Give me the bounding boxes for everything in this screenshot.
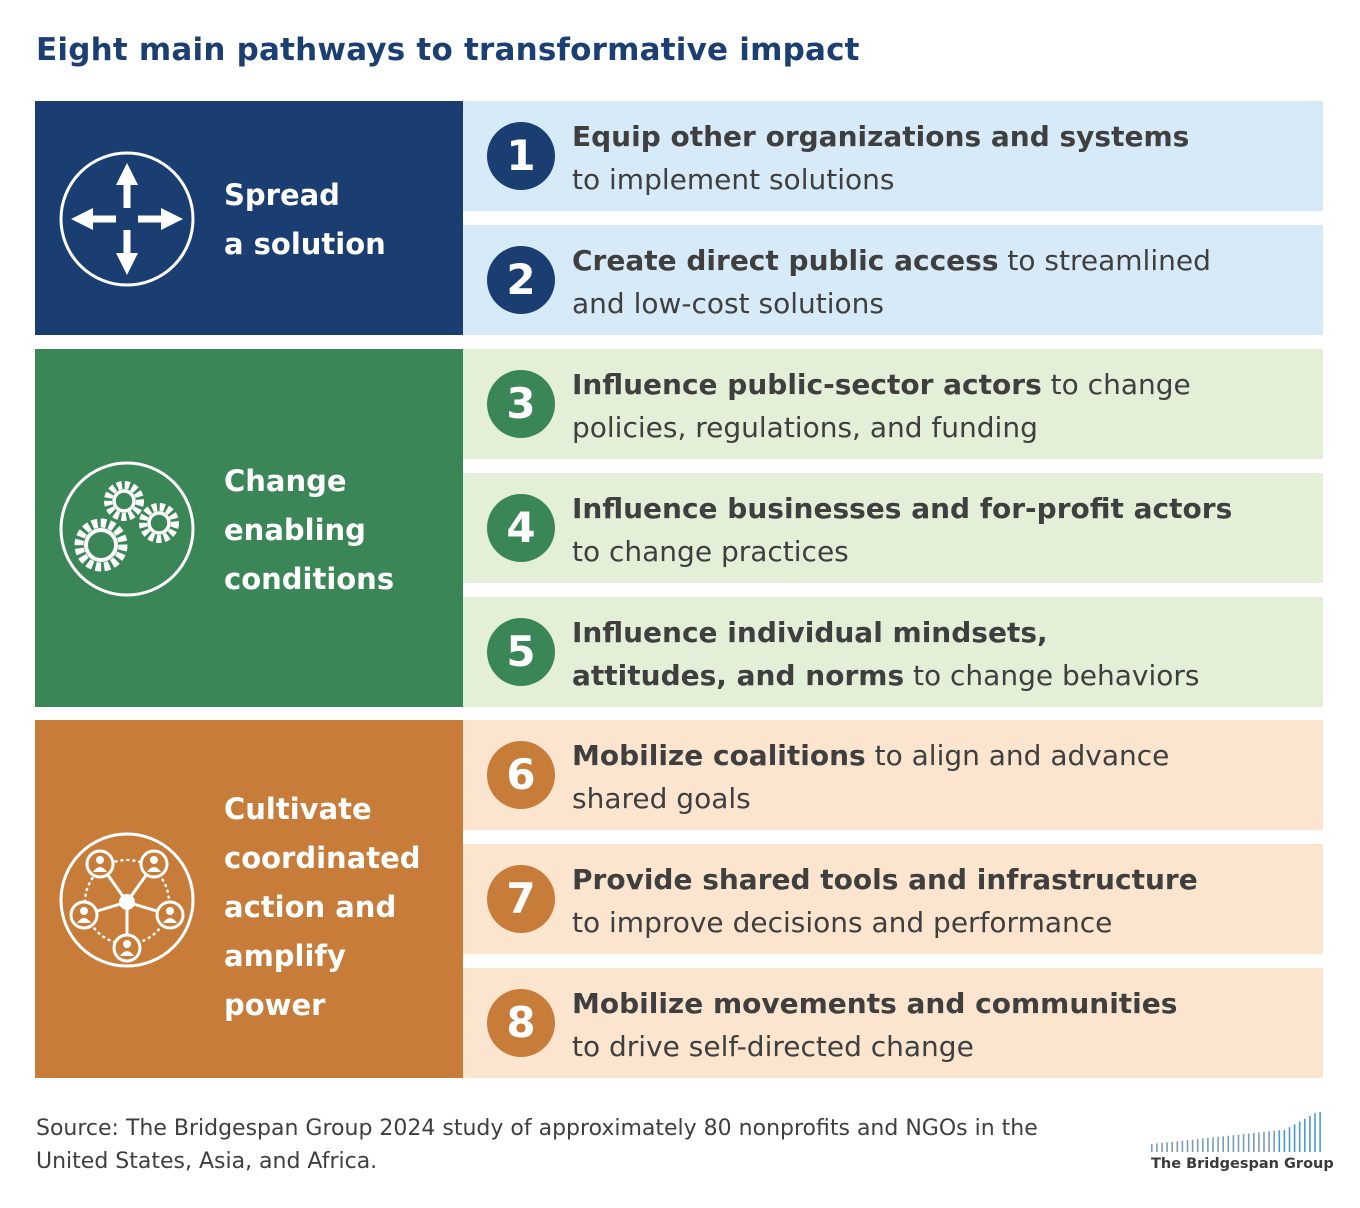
pathway-row-8: 8 Mobilize movements and communities to d… (463, 968, 1323, 1078)
category-panel: Cultivate coordinated action and amplify… (35, 720, 463, 1078)
pathway-row-4: 4 Influence businesses and for-profit ac… (463, 473, 1323, 583)
pathway-text: Mobilize movements and communities to dri… (572, 987, 1178, 1063)
group-change-enabling-conditions: Change enabling conditions 3 Influence p… (35, 349, 1323, 707)
pathway-text: Influence public-sector actors to change… (572, 368, 1191, 444)
pathway-number-badge: 5 (487, 618, 555, 686)
pathway-number-badge: 3 (487, 370, 555, 438)
pathway-text: Provide shared tools and infrastructure t… (572, 863, 1198, 939)
category-label: Spread a solution (224, 178, 386, 261)
pathway-row-3: 3 Influence public-sector actors to chan… (463, 349, 1323, 459)
pathway-number-badge: 4 (487, 494, 555, 562)
pathway-text: Mobilize coalitions to align and advance… (572, 739, 1170, 815)
pathway-number-badge: 2 (487, 246, 555, 314)
category-label: Cultivate coordinated action and amplify… (224, 792, 421, 1022)
category-panel: Spread a solution (35, 101, 463, 335)
pathway-number-badge: 7 (487, 865, 555, 933)
pathway-row-5: 5 Influence individual mindsets, attitud… (463, 597, 1323, 707)
gears-icon (59, 461, 195, 597)
pathway-row-7: 7 Provide shared tools and infrastructur… (463, 844, 1323, 954)
pathway-number-badge: 8 (487, 989, 555, 1057)
pathway-row-6: 6 Mobilize coalitions to align and advan… (463, 720, 1323, 830)
pathway-text: Create direct public access to streamlin… (572, 244, 1211, 320)
pathway-number-badge: 1 (487, 122, 555, 190)
logo-text: The Bridgespan Group (1151, 1156, 1334, 1172)
bridgespan-logo: The Bridgespan Group (1148, 1112, 1334, 1176)
pathway-row-2: 2 Create direct public access to streaml… (463, 225, 1323, 335)
category-label: Change enabling conditions (224, 464, 395, 596)
bar-graphic-logo (1151, 1112, 1321, 1152)
group-spread-a-solution: Spread a solution 1 Equip other organiza… (35, 101, 1323, 335)
pathway-row-1: 1 Equip other organizations and systems t… (463, 101, 1323, 211)
people-network-icon (59, 832, 195, 968)
pathway-text: Influence businesses and for-profit acto… (572, 492, 1233, 568)
pathway-text: Influence individual mindsets, attitudes… (572, 616, 1200, 692)
four-arrows-icon (59, 151, 195, 287)
source-note: Source: The Bridgespan Group 2024 study … (36, 1116, 1038, 1174)
pathway-number-badge: 6 (487, 741, 555, 809)
category-panel: Change enabling conditions (35, 349, 463, 707)
pathway-text: Equip other organizations and systems to … (572, 120, 1190, 196)
group-cultivate-coordinated-action: Cultivate coordinated action and amplify… (35, 720, 1323, 1078)
page-title: Eight main pathways to transformative im… (36, 32, 860, 68)
